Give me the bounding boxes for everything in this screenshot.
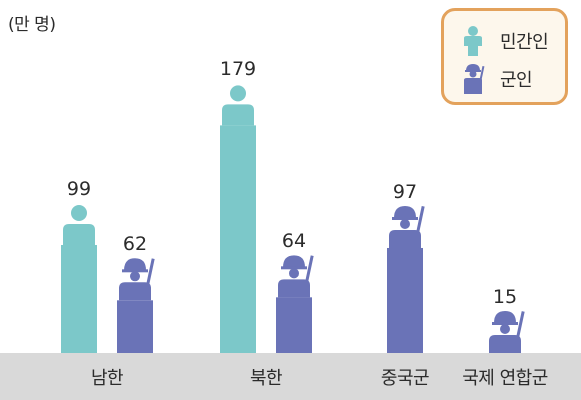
category-label-3: 국제 연합군	[462, 368, 548, 389]
bar-civilian-0	[61, 244, 97, 353]
soldier-icon	[464, 64, 485, 94]
legend-item-civilian: 민간인	[460, 25, 549, 57]
category-axis-band	[0, 353, 581, 400]
value-label-soldier-3: 15	[492, 286, 518, 308]
soldier-icon-2	[389, 205, 425, 248]
soldier-icon-1	[278, 255, 314, 298]
value-label-soldier-0: 62	[122, 233, 148, 256]
unit-label: (만 명)	[8, 15, 56, 35]
civilian-icon	[464, 26, 482, 56]
legend: 민간인 군인	[441, 8, 568, 105]
value-label-soldier-2: 97	[392, 180, 418, 203]
value-label-civilian-1: 179	[219, 58, 257, 81]
bar-soldier-1	[276, 297, 312, 353]
soldier-icon-3	[489, 311, 525, 353]
category-label-0: 남한	[90, 368, 124, 389]
bar-soldier-0	[117, 300, 153, 353]
value-label-soldier-1: 64	[281, 230, 307, 253]
civilian-icon-1	[222, 85, 254, 126]
category-label-1: 북한	[249, 368, 283, 389]
legend-label-soldier: 군인	[500, 70, 533, 91]
soldier-icon-0	[119, 258, 155, 301]
bar-civilian-1	[220, 125, 256, 354]
category-label-2: 중국군	[380, 368, 430, 389]
value-label-civilian-0: 99	[66, 177, 92, 200]
legend-item-soldier: 군인	[460, 63, 533, 95]
civilian-icon-0	[63, 204, 95, 245]
legend-label-civilian: 민간인	[500, 32, 549, 53]
bar-soldier-2	[387, 247, 423, 353]
